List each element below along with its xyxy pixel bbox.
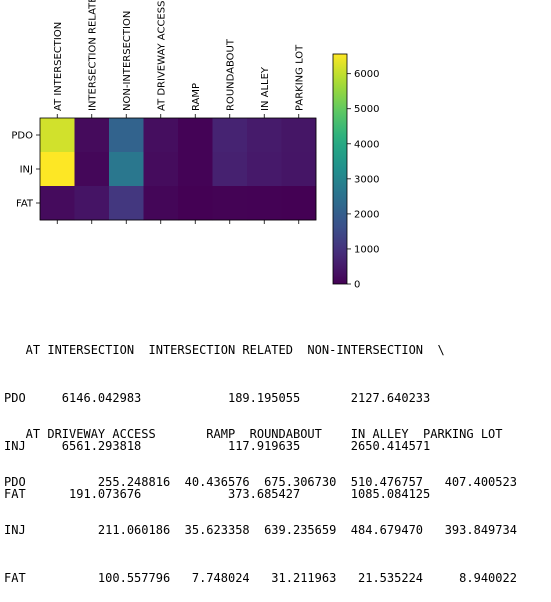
- x-tick-label: IN ALLEY: [260, 66, 271, 111]
- heatmap-cell: [74, 152, 110, 187]
- x-tick-label: AT DRIVEWAY ACCESS: [156, 1, 167, 111]
- table-row: PDO 255.248816 40.436576 675.306730 510.…: [4, 475, 517, 489]
- table-header: AT DRIVEWAY ACCESS RAMP ROUNDABOUT IN AL…: [4, 427, 503, 441]
- heatmap-cell: [40, 118, 75, 153]
- heatmap-cell: [212, 186, 248, 221]
- heatmap-cell: [109, 152, 144, 187]
- x-tick-label: ROUNDABOUT: [225, 38, 236, 111]
- x-tick-label: INTERSECTION RELATED: [87, 0, 98, 111]
- heatmap-cell: [212, 152, 248, 187]
- heatmap-cell: [212, 118, 248, 153]
- heatmap-cell: [281, 152, 317, 187]
- heatmap-cell: [109, 186, 144, 221]
- x-tick-label: PARKING LOT: [294, 44, 305, 111]
- table-output-block-2: AT DRIVEWAY ACCESS RAMP ROUNDABOUT IN AL…: [4, 394, 517, 602]
- colorbar-tick-label: 3000: [354, 174, 379, 185]
- colorbar-tick-label: 1000: [354, 244, 379, 255]
- x-tick-label: NON-INTERSECTION: [122, 11, 133, 111]
- heatmap-cell: [178, 152, 213, 187]
- heatmap-cell: [281, 186, 317, 221]
- heatmap-cell: [247, 186, 282, 221]
- heatmap-cell: [74, 118, 110, 153]
- heatmap-cell: [143, 152, 179, 187]
- colorbar-tick-label: 6000: [354, 69, 379, 80]
- heatmap-cell: [40, 186, 75, 221]
- colorbar: [332, 53, 348, 285]
- heatmap-cell: [178, 186, 213, 221]
- y-tick-label: PDO: [11, 131, 33, 142]
- heatmap-cell: [247, 118, 282, 153]
- colorbar-tick-label: 2000: [354, 209, 379, 220]
- heatmap-cell: [143, 118, 179, 153]
- table-row: INJ 6561.293818 117.919635 2650.414571: [4, 439, 431, 453]
- heatmap-cell: [281, 118, 317, 153]
- heatmap-cell: [247, 152, 282, 187]
- heatmap-cell: [40, 152, 75, 187]
- colorbar-tick-label: 4000: [354, 139, 379, 150]
- heatmap-cell: [109, 118, 144, 153]
- y-tick-label: FAT: [16, 199, 34, 210]
- table-row: PDO 6146.042983 189.195055 2127.640233: [4, 391, 431, 405]
- table-header: AT INTERSECTION INTERSECTION RELATED NON…: [4, 343, 445, 357]
- colorbar-tick-label: 0: [354, 280, 360, 291]
- heatmap-chart: AT INTERSECTION INTERSECTION RELATED NON-I…: [11, 0, 379, 291]
- y-tick-label: INJ: [20, 165, 33, 176]
- colorbar-tick-label: 5000: [354, 104, 379, 115]
- heatmap-cell: [178, 118, 213, 153]
- x-tick-label: AT INTERSECTION: [53, 22, 64, 111]
- table-row: FAT 100.557796 7.748024 31.211963 21.535…: [4, 571, 517, 585]
- heatmap-cell: [74, 186, 110, 221]
- x-tick-label: RAMP: [191, 83, 202, 111]
- heatmap-cell: [143, 186, 179, 221]
- table-row: INJ 211.060186 35.623358 639.235659 484.…: [4, 523, 517, 537]
